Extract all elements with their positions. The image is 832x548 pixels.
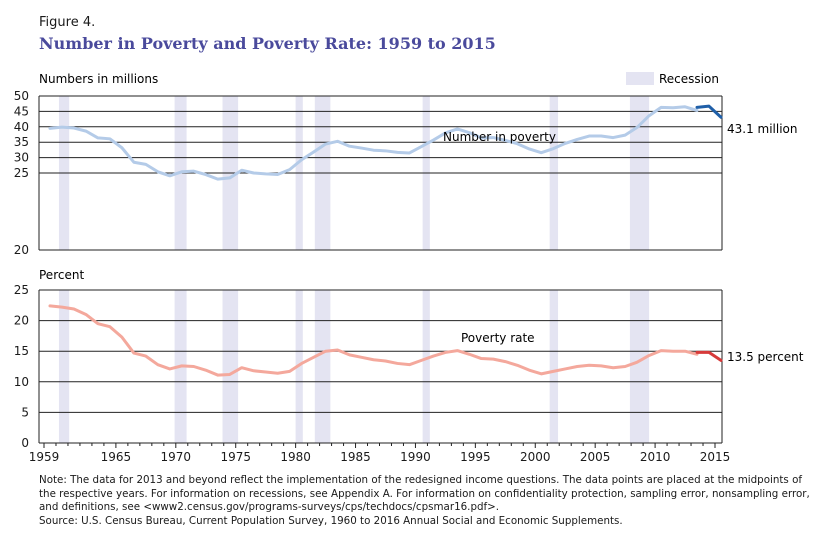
y-tick-label: 5 <box>21 405 29 419</box>
y-tick-label: 20 <box>14 314 29 328</box>
x-tick-label: 1980 <box>280 450 311 464</box>
recession-band <box>422 290 430 443</box>
y-tick-label: 10 <box>14 375 29 389</box>
x-tick-label: 1975 <box>220 450 251 464</box>
figure-label: Figure 4. <box>39 15 96 30</box>
chart-title: Number in Poverty and Poverty Rate: 1959… <box>39 34 496 53</box>
number-end-label: 43.1 million <box>727 122 798 136</box>
number-in-poverty-lines <box>48 104 723 181</box>
rate-series-line <box>48 304 699 377</box>
x-tick-label: 1959 <box>29 450 60 464</box>
x-tick-label: 1965 <box>101 450 132 464</box>
top-panel-ylabel: Numbers in millions <box>39 72 158 86</box>
recession-band <box>58 290 70 443</box>
bottom-gridlines <box>38 289 723 444</box>
y-tick-label: 35 <box>14 135 29 149</box>
top-gridlines <box>38 95 723 251</box>
poverty-rate-lines <box>48 304 723 377</box>
x-tick-label: 2010 <box>640 450 671 464</box>
x-tick-label: 2005 <box>580 450 611 464</box>
number-in-poverty-label: Number in poverty <box>443 130 556 144</box>
recession-legend-label: Recession <box>659 72 719 86</box>
bottom-panel-ylabel: Percent <box>39 268 84 282</box>
rate-series-redesign-line <box>695 350 723 362</box>
x-tick-label: 1970 <box>161 450 192 464</box>
number-series-redesign-line <box>695 104 723 119</box>
number-series-line <box>48 105 699 181</box>
x-tick-label: 2000 <box>520 450 551 464</box>
recession-band <box>222 290 239 443</box>
recession-legend-swatch <box>626 72 654 85</box>
rate-end-label: 13.5 percent <box>727 350 804 364</box>
note-text: Note: The data for 2013 and beyond refle… <box>39 474 810 513</box>
x-tick-label: 1995 <box>460 450 491 464</box>
recession-band <box>549 290 559 443</box>
y-tick-label: 25 <box>14 283 29 297</box>
x-axis-ticks: 1959 1965 1970 1975 1980 1985 1990 1995 2000 2005… <box>29 443 731 464</box>
y-tick-label: 40 <box>14 120 29 134</box>
y-tick-label: 50 <box>14 89 29 103</box>
y-tick-label: 45 <box>14 104 29 118</box>
source-text: Source: U.S. Census Bureau, Current Popu… <box>39 514 623 527</box>
poverty-chart: Recession Numbers in millions 2530354045… <box>14 72 804 464</box>
notes-block: Note: The data for 2013 and beyond refle… <box>39 474 814 528</box>
recession-band <box>314 290 331 443</box>
bottom-recession-bands <box>58 290 650 443</box>
recession-band <box>629 290 650 443</box>
bottom-y-tick-labels: 0 5 10 15 20 25 <box>14 283 29 450</box>
poverty-rate-label: Poverty rate <box>461 331 535 345</box>
y-tick-label: 0 <box>21 436 29 450</box>
x-tick-label: 1990 <box>400 450 431 464</box>
y-tick-label: 20 <box>14 243 29 257</box>
x-tick-label: 2015 <box>700 450 731 464</box>
x-tick-label: 1985 <box>340 450 371 464</box>
y-tick-label: 25 <box>14 166 29 180</box>
y-tick-label: 15 <box>14 344 29 358</box>
y-tick-label: 30 <box>14 151 29 165</box>
